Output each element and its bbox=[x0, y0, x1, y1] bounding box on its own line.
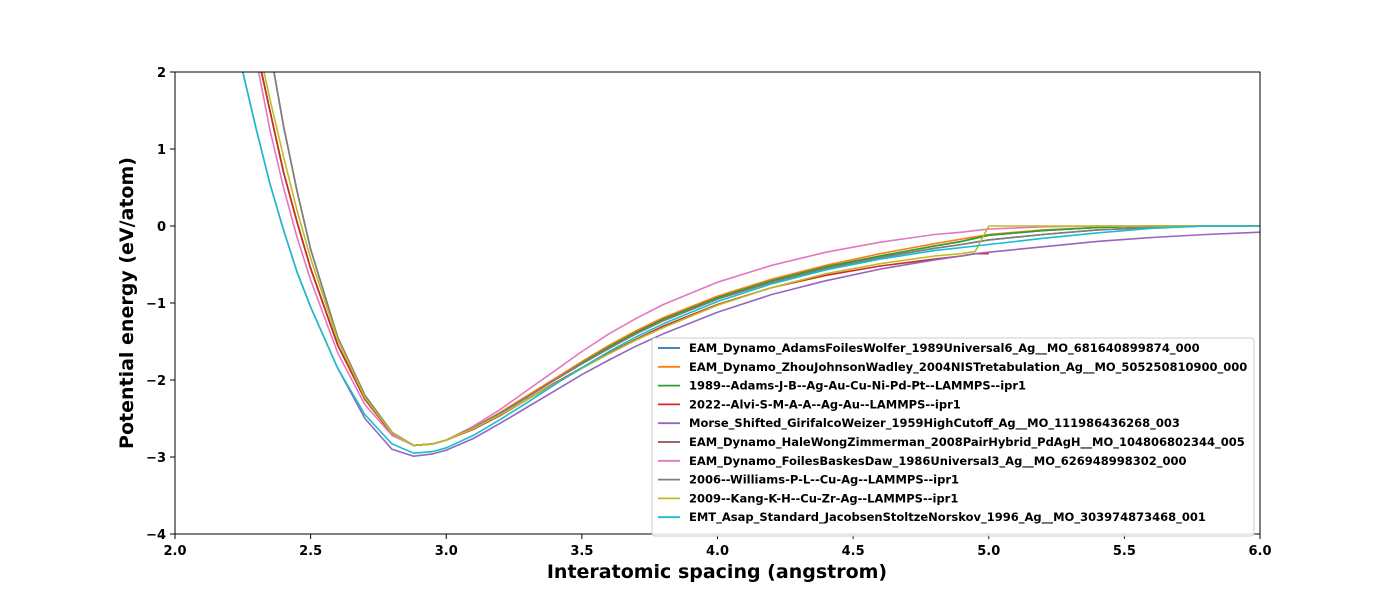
legend-entry-label: 2022--Alvi-S-M-A-A--Ag-Au--LAMMPS--ipr1 bbox=[689, 397, 961, 411]
y-tick-label: −2 bbox=[146, 374, 166, 389]
y-tick-label: 1 bbox=[157, 143, 166, 158]
legend-box bbox=[651, 337, 1255, 537]
legend-entry-label: 1989--Adams-J-B--Ag-Au-Cu-Ni-Pd-Pt--LAMM… bbox=[689, 379, 1026, 393]
x-tick-label: 4.0 bbox=[706, 544, 729, 559]
series-line-9 bbox=[263, 72, 1260, 447]
legend-entry-label: EAM_Dynamo_AdamsFoilesWolfer_1989Univers… bbox=[689, 341, 1200, 356]
x-tick-label: 5.5 bbox=[1113, 544, 1136, 559]
y-tick-label: 0 bbox=[157, 220, 166, 235]
legend-entry-label: EMT_Asap_Standard_JacobsenStoltzeNorskov… bbox=[689, 510, 1206, 525]
legend-entry-label: EAM_Dynamo_FoilesBaskesDaw_1986Universal… bbox=[689, 454, 1187, 469]
legend-entry-label: Morse_Shifted_GirifalcoWeizer_1959HighCu… bbox=[689, 416, 1180, 431]
x-tick-label: 4.5 bbox=[842, 544, 865, 559]
y-tick-label: 2 bbox=[157, 66, 166, 81]
x-tick-label: 2.0 bbox=[163, 544, 186, 559]
x-tick-label: 3.5 bbox=[570, 544, 593, 559]
series-line-10 bbox=[242, 72, 1260, 454]
x-tick-label: 5.0 bbox=[977, 544, 1000, 559]
y-axis: 2 1 0 −1 −2 −3 −4 bbox=[146, 66, 175, 543]
x-axis: 2.0 2.5 3.0 3.5 4.0 4.5 5.0 5.5 6.0 bbox=[163, 534, 1272, 559]
series-layer bbox=[242, 72, 1260, 457]
y-axis-title: Potential energy (eV/atom) bbox=[116, 157, 138, 449]
x-axis-title: Interatomic spacing (angstrom) bbox=[547, 561, 887, 583]
legend-entry-label: EAM_Dynamo_ZhouJohnsonWadley_2004NISTret… bbox=[689, 360, 1247, 375]
series-line-8 bbox=[273, 72, 1260, 447]
legend: EAM_Dynamo_AdamsFoilesWolfer_1989Univers… bbox=[651, 337, 1255, 537]
x-tick-label: 2.5 bbox=[299, 544, 322, 559]
legend-entry-label: 2009--Kang-K-H--Cu-Zr-Ag--LAMMPS--ipr1 bbox=[689, 491, 958, 505]
legend-entry-label: EAM_Dynamo_HaleWongZimmerman_2008PairHyb… bbox=[689, 435, 1245, 450]
legend-entry-label: 2006--Williams-P-L--Cu-Ag--LAMMPS--ipr1 bbox=[689, 473, 959, 487]
y-tick-label: −1 bbox=[146, 297, 166, 312]
x-tick-label: 6.0 bbox=[1248, 544, 1271, 559]
y-tick-label: −4 bbox=[146, 528, 166, 543]
x-tick-label: 3.0 bbox=[435, 544, 458, 559]
y-tick-label: −3 bbox=[146, 451, 166, 466]
